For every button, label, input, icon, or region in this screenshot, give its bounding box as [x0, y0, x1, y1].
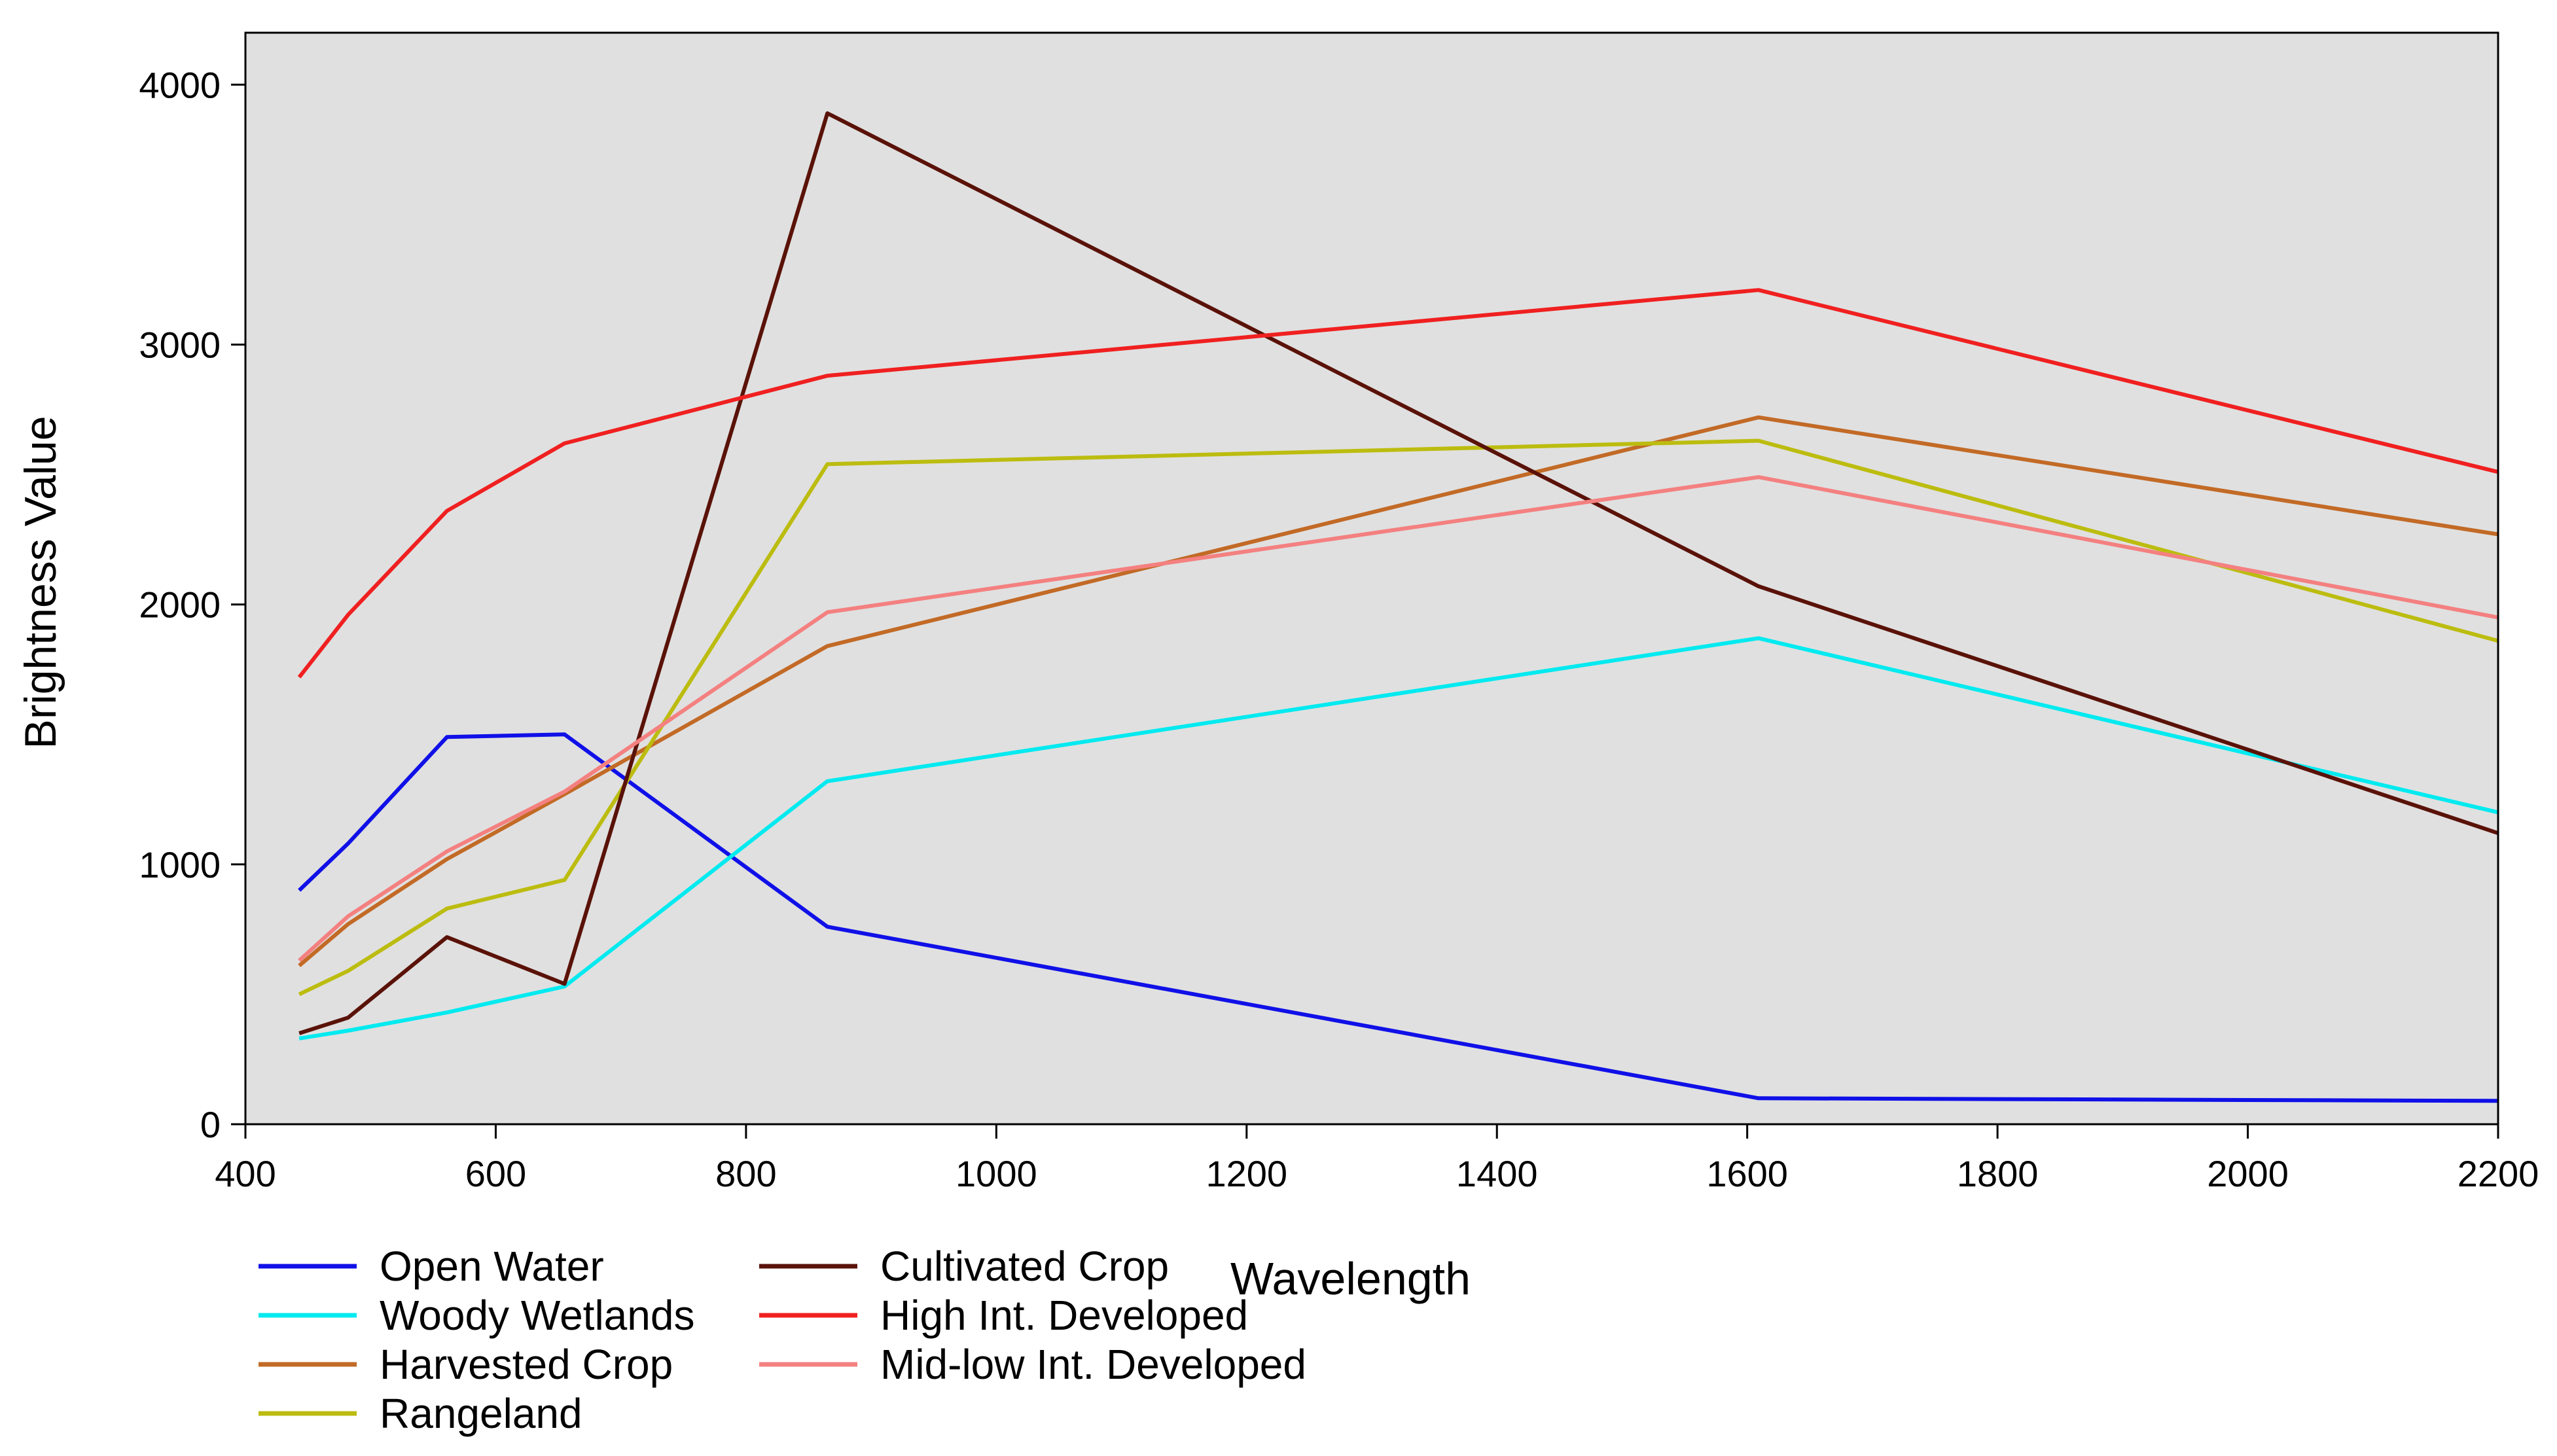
legend-label: High Int. Developed: [880, 1292, 1248, 1339]
series-line-rangeland: [298, 438, 2499, 997]
series-line-high-int-developed: [297, 288, 2499, 679]
plot-area: [245, 33, 2498, 1124]
x-tick-label: 400: [215, 1153, 276, 1194]
legend-label: Woody Wetlands: [380, 1292, 694, 1339]
x-tick-label: 1400: [1456, 1153, 1538, 1194]
plot-frame: [244, 31, 2499, 1126]
x-tick-label: 2000: [2207, 1153, 2289, 1194]
x-tick-label: 600: [465, 1153, 526, 1194]
x-axis-title: Wavelength: [1230, 1253, 1471, 1304]
series-line-woody-wetlands: [298, 636, 2499, 1040]
x-axis-ticks: 400 600 800 1000 1200 1400 1600 1800 2000 2200: [215, 1124, 2539, 1194]
y-axis-ticks: 0 1000 2000 3000 4000: [139, 64, 245, 1145]
series-line-open-water: [298, 732, 2499, 1103]
y-tick-label: 4000: [139, 64, 221, 105]
x-tick-label: 2200: [2458, 1153, 2539, 1194]
y-tick-label: 0: [200, 1104, 221, 1145]
x-tick-label: 1200: [1206, 1153, 1287, 1194]
series-line-cultivated-crop: [298, 111, 2499, 1035]
x-tick-label: 1800: [1957, 1153, 2039, 1194]
series-line-harvested-crop: [298, 415, 2499, 967]
x-tick-label: 1600: [1706, 1153, 1788, 1194]
legend-label: Open Water: [380, 1243, 604, 1290]
y-tick-label: 3000: [139, 325, 221, 366]
y-axis-title: Brightness Value: [16, 416, 65, 749]
legend-label: Cultivated Crop: [880, 1243, 1169, 1290]
legend-label: Harvested Crop: [380, 1341, 673, 1388]
series-line-mid-low-int-developed: [298, 475, 2499, 963]
y-tick-label: 2000: [139, 584, 221, 626]
legend-label: Mid-low Int. Developed: [880, 1341, 1306, 1388]
x-tick-label: 800: [715, 1153, 776, 1194]
series-lines: [297, 111, 2499, 1103]
x-tick-label: 1000: [956, 1153, 1037, 1194]
y-tick-label: 1000: [139, 844, 221, 885]
legend-label: Rangeland: [380, 1390, 582, 1437]
